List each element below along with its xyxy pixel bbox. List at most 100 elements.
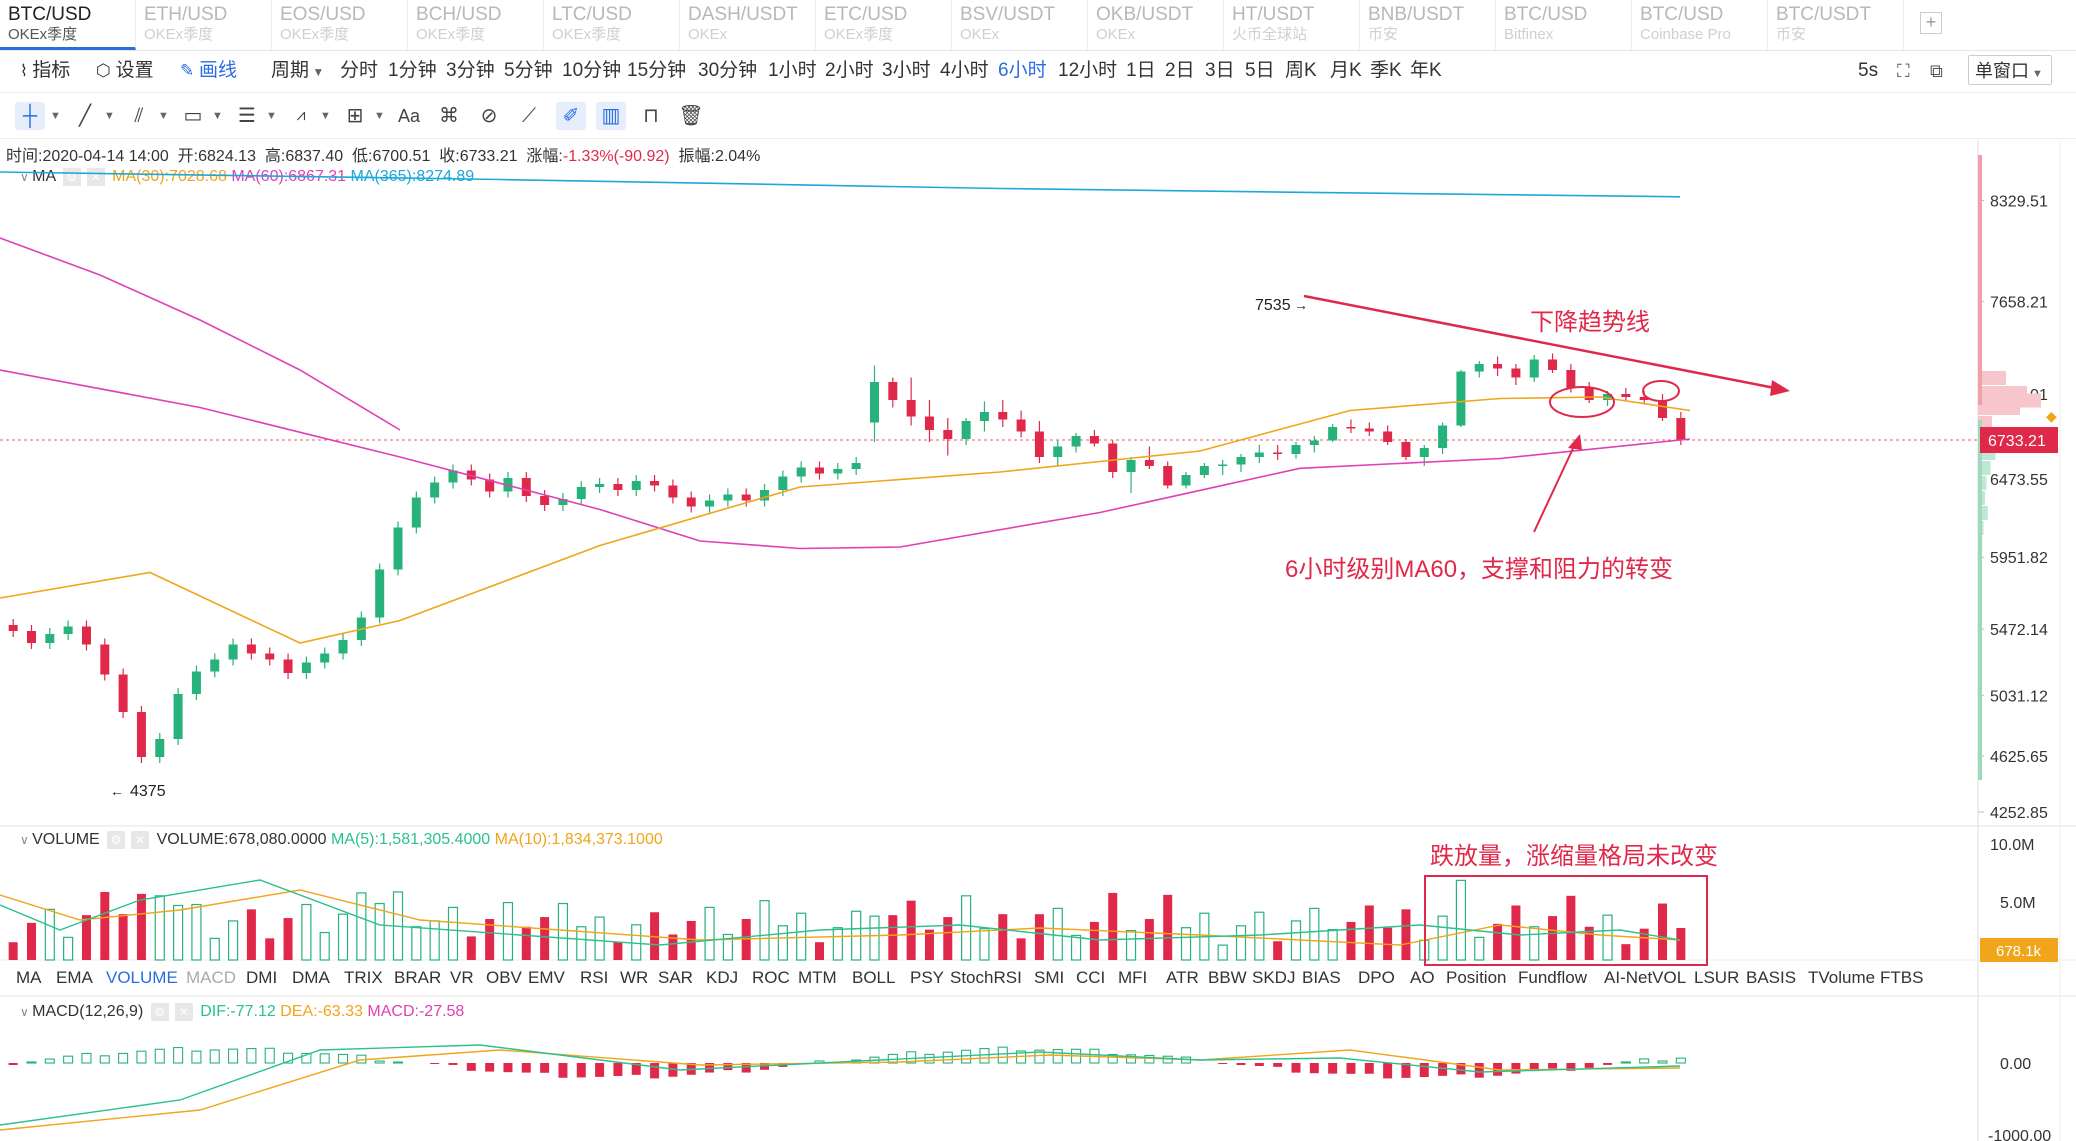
period-option[interactable]: 15分钟 xyxy=(627,60,687,81)
period-option[interactable]: 12小时 xyxy=(1058,60,1118,81)
draw-button[interactable]: ✎ 画线 xyxy=(180,50,237,92)
close-icon[interactable]: ✕ xyxy=(174,1003,193,1021)
indicator-tab[interactable]: MTM xyxy=(798,968,837,987)
indicator-tab[interactable]: SKDJ xyxy=(1252,968,1296,987)
period-option[interactable]: 月K xyxy=(1330,60,1362,81)
indicator-tab[interactable]: BBW xyxy=(1208,968,1247,987)
chevron-down-icon[interactable]: ▼ xyxy=(266,110,277,122)
indicator-tab[interactable]: CCI xyxy=(1076,968,1106,987)
indicator-tab[interactable]: Fundflow xyxy=(1518,968,1587,987)
indicator-tab[interactable]: BOLL xyxy=(852,968,896,987)
indicator-tab[interactable]: MACD xyxy=(186,968,237,987)
collapse-chevron-icon[interactable]: ∨ xyxy=(20,170,33,185)
indicator-tab[interactable]: StochRSI xyxy=(950,968,1022,987)
indicator-tab[interactable]: ROC xyxy=(752,968,790,987)
symbol-tab[interactable]: BTC/USD Bitfinex xyxy=(1496,0,1632,50)
magnet-icon[interactable]: ⌘ xyxy=(439,105,459,127)
wave-icon[interactable]: ⩘ xyxy=(296,107,306,124)
refresh-interval[interactable]: 5s xyxy=(1858,60,1879,81)
period-option[interactable]: 5日 xyxy=(1245,60,1275,81)
symbol-tab[interactable]: BCH/USD OKEx季度 xyxy=(408,0,544,50)
chevron-down-icon[interactable]: ▼ xyxy=(158,110,169,122)
symbol-tab[interactable]: BNB/USDT 币安 xyxy=(1360,0,1496,50)
symbol-tab[interactable]: BSV/USDT OKEx xyxy=(952,0,1088,50)
indicator-tab[interactable]: MFI xyxy=(1118,968,1148,987)
measure-icon[interactable]: ⊞ xyxy=(346,105,364,127)
draw-mode-icon[interactable]: ✐ xyxy=(556,102,586,130)
indicator-tab[interactable]: TVolume xyxy=(1808,968,1876,987)
chevron-down-icon[interactable]: ▼ xyxy=(212,110,223,122)
trash-icon[interactable]: 🗑 xyxy=(678,105,704,127)
indicator-tab[interactable]: TRIX xyxy=(344,968,383,987)
period-option[interactable]: 2小时 xyxy=(825,60,874,81)
period-option[interactable]: 周K xyxy=(1285,60,1317,81)
indicator-tab[interactable]: OBV xyxy=(486,968,522,987)
indicator-tab[interactable]: EMA xyxy=(56,968,93,987)
period-option[interactable]: 10分钟 xyxy=(562,60,622,81)
indicator-button[interactable]: ⌇ 指标 xyxy=(20,50,70,92)
crosshair-icon[interactable]: ┼ xyxy=(15,102,45,130)
indicator-tab[interactable]: PSY xyxy=(910,968,945,987)
candles-icon[interactable]: ▥ xyxy=(596,102,626,130)
indicator-tab[interactable]: LSUR xyxy=(1694,968,1740,987)
symbol-tab[interactable]: BTC/USDT 币安 xyxy=(1768,0,1904,50)
period-option[interactable]: 6小时 xyxy=(998,60,1047,81)
add-tab-icon[interactable]: + xyxy=(1920,12,1942,34)
period-option[interactable]: 1小时 xyxy=(768,60,817,81)
indicator-tab[interactable]: BASIS xyxy=(1746,968,1797,987)
indicator-tab[interactable]: ATR xyxy=(1166,968,1199,987)
settings-button[interactable]: ⬡ 设置 xyxy=(96,50,154,92)
symbol-tab[interactable]: ETH/USD OKEx季度 xyxy=(136,0,272,50)
chevron-down-icon[interactable]: ▼ xyxy=(50,110,61,122)
popout-icon[interactable]: ⧉ xyxy=(1930,61,1943,81)
rectangle-icon[interactable]: ▭ xyxy=(183,105,203,127)
symbol-tab[interactable]: EOS/USD OKEx季度 xyxy=(272,0,408,50)
indicator-tab[interactable]: RSI xyxy=(580,968,609,987)
period-option[interactable]: 1分钟 xyxy=(388,60,437,81)
settings-gear-icon[interactable]: ⚙ xyxy=(107,831,126,849)
indicator-tab[interactable]: DPO xyxy=(1358,968,1395,987)
settings-gear-icon[interactable]: ⚙ xyxy=(62,168,81,186)
parallel-line-icon[interactable]: ⫽ xyxy=(134,105,144,127)
fullscreen-icon[interactable]: ⛶ xyxy=(1897,61,1910,81)
window-mode-select[interactable]: 单窗口 ▼ xyxy=(1968,55,2052,85)
chevron-down-icon[interactable]: ▼ xyxy=(374,110,385,122)
indicator-tab[interactable]: EMV xyxy=(528,968,565,987)
indicator-tab[interactable]: SAR xyxy=(658,968,693,987)
period-option[interactable]: 3分钟 xyxy=(446,60,495,81)
symbol-tab[interactable]: HT/USDT 火币全球站 xyxy=(1224,0,1360,50)
symbol-tab[interactable]: DASH/USDT OKEx xyxy=(680,0,816,50)
indicator-tab[interactable]: SMI xyxy=(1034,968,1065,987)
lock-icon[interactable]: ⊓ xyxy=(643,105,659,127)
collapse-chevron-icon[interactable]: ∨ xyxy=(20,833,33,848)
indicator-tab[interactable]: MA xyxy=(16,968,42,987)
symbol-tab[interactable]: OKB/USDT OKEx xyxy=(1088,0,1224,50)
indicator-tab[interactable]: BRAR xyxy=(394,968,442,987)
period-option[interactable]: 3日 xyxy=(1205,60,1235,81)
period-option[interactable]: 30分钟 xyxy=(698,60,758,81)
text-tool-icon[interactable]: Aa xyxy=(397,106,421,126)
period-option[interactable]: 3小时 xyxy=(882,60,931,81)
close-icon[interactable]: ✕ xyxy=(86,168,105,186)
symbol-tab[interactable]: ETC/USD OKEx季度 xyxy=(816,0,952,50)
collapse-chevron-icon[interactable]: ∨ xyxy=(20,1005,33,1020)
indicator-tab[interactable]: KDJ xyxy=(706,968,739,987)
indicator-tab[interactable]: AO xyxy=(1410,968,1435,987)
period-option[interactable]: 分时 xyxy=(340,60,379,81)
hide-drawings-icon[interactable]: ⊘ xyxy=(480,105,498,127)
symbol-tab[interactable]: LTC/USD OKEx季度 xyxy=(544,0,680,50)
period-option[interactable]: 年K xyxy=(1410,60,1442,81)
indicator-tab[interactable]: FTBS xyxy=(1880,968,1924,987)
indicator-tab[interactable]: DMI xyxy=(246,968,278,987)
symbol-tab[interactable]: BTC/USD OKEx季度 xyxy=(0,0,136,50)
chevron-down-icon[interactable]: ▼ xyxy=(104,110,115,122)
period-option[interactable]: 5分钟 xyxy=(504,60,553,81)
ruler-icon[interactable]: ⟋ xyxy=(522,105,536,127)
close-icon[interactable]: ✕ xyxy=(131,831,150,849)
chevron-down-icon[interactable]: ▼ xyxy=(320,110,331,122)
fibonacci-icon[interactable]: ☰ xyxy=(238,105,256,127)
period-dropdown[interactable]: 周期 ▼ xyxy=(271,50,324,92)
period-option[interactable]: 4小时 xyxy=(940,60,989,81)
settings-gear-icon[interactable]: ⚙ xyxy=(150,1003,169,1021)
period-option[interactable]: 1日 xyxy=(1126,60,1156,81)
